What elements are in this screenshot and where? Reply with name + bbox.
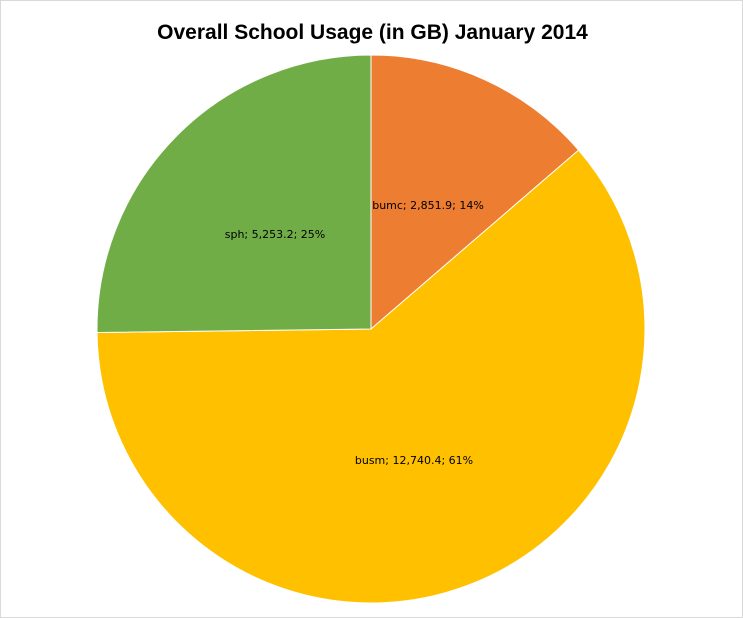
data-label-bumc: bumc; 2,851.9; 14% bbox=[372, 199, 484, 212]
data-label-busm: busm; 12,740.4; 61% bbox=[355, 454, 473, 467]
pie-slice-busm bbox=[96, 149, 646, 604]
data-label-sph: sph; 5,253.2; 25% bbox=[225, 228, 326, 241]
chart-title: Overall School Usage (in GB) January 201… bbox=[157, 21, 588, 44]
pie-slice-bumc bbox=[370, 54, 580, 331]
pie-slice-sph bbox=[96, 54, 372, 333]
